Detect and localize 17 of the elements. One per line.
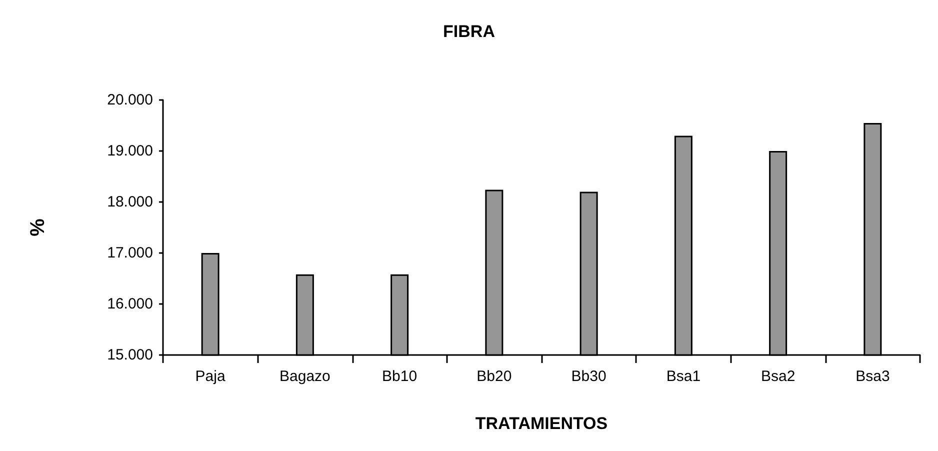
y-tick-label: 16.000	[107, 296, 153, 312]
chart-title: FIBRA	[443, 22, 495, 41]
x-tick-label: Bagazo	[280, 368, 330, 385]
x-tick-label: Bb20	[476, 368, 512, 385]
y-tick-label: 17.000	[107, 244, 153, 262]
x-tick-label: Bb10	[382, 368, 418, 385]
y-tick-label: 19.000	[107, 142, 153, 160]
y-tick-label: 18.000	[107, 194, 153, 210]
x-axis-title: TRATAMIENTOS	[475, 414, 608, 433]
x-tick-label: Bb30	[571, 368, 606, 385]
x-tick-label: Paja	[195, 368, 226, 385]
y-tick-label: 15.000	[107, 346, 153, 364]
y-axis-title: %	[27, 218, 49, 236]
y-tick-label: 20.000	[107, 92, 153, 108]
x-tick-label: Bsa1	[666, 368, 701, 385]
x-tick-label: Bsa3	[856, 368, 890, 385]
x-tick-label: Bsa2	[760, 368, 796, 385]
